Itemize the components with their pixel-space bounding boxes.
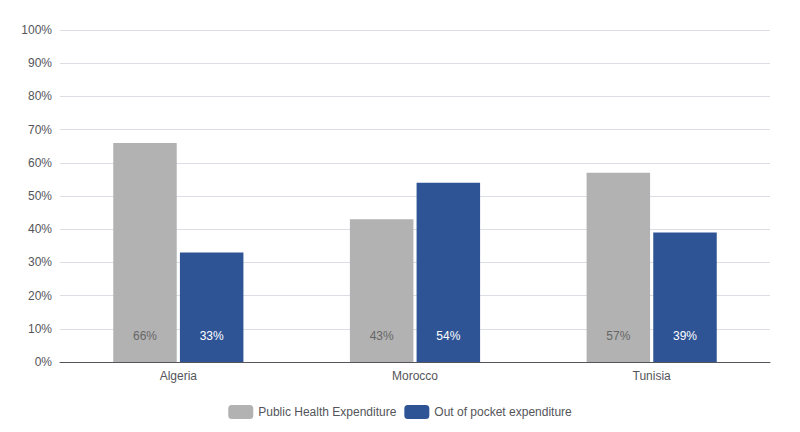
svg-text:20%: 20%: [28, 289, 52, 303]
svg-text:50%: 50%: [28, 189, 52, 203]
svg-text:Algeria: Algeria: [160, 369, 198, 383]
svg-text:39%: 39%: [673, 329, 697, 343]
svg-text:90%: 90%: [28, 56, 52, 70]
svg-text:43%: 43%: [370, 329, 394, 343]
svg-text:54%: 54%: [436, 329, 460, 343]
svg-text:0%: 0%: [35, 355, 53, 369]
svg-text:Morocco: Morocco: [392, 369, 438, 383]
svg-text:40%: 40%: [28, 222, 52, 236]
svg-text:60%: 60%: [28, 156, 52, 170]
svg-text:57%: 57%: [606, 329, 630, 343]
svg-text:66%: 66%: [133, 329, 157, 343]
svg-text:Tunisia: Tunisia: [633, 369, 672, 383]
svg-text:70%: 70%: [28, 123, 52, 137]
svg-text:80%: 80%: [28, 89, 52, 103]
svg-text:100%: 100%: [21, 23, 52, 37]
svg-text:Out of pocket expenditure: Out of pocket expenditure: [434, 405, 572, 419]
svg-text:10%: 10%: [28, 322, 52, 336]
svg-text:33%: 33%: [200, 329, 224, 343]
svg-text:30%: 30%: [28, 255, 52, 269]
svg-text:Public Health Expenditure: Public Health Expenditure: [258, 405, 396, 419]
